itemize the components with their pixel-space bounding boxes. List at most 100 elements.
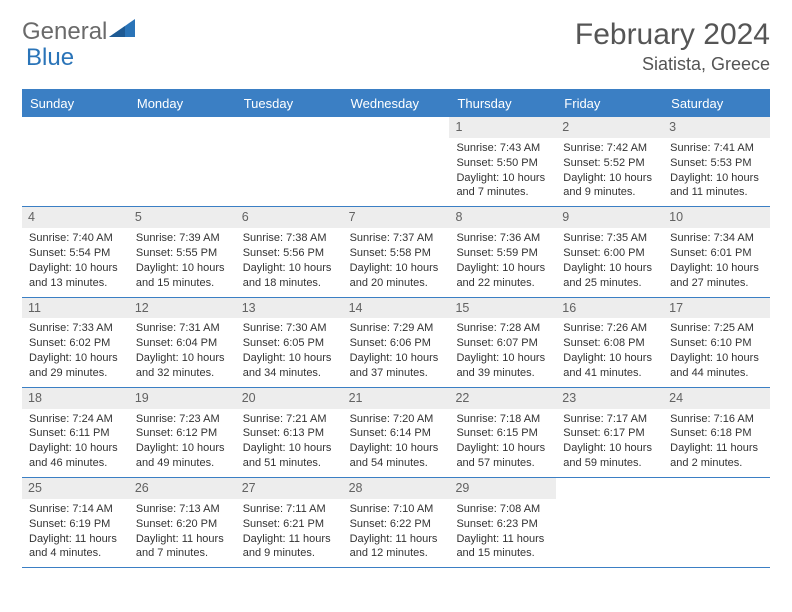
sunrise: Sunrise: 7:21 AM [239,412,340,427]
day-number: 3 [663,117,770,138]
month-title: February 2024 [575,18,770,52]
sunrise: Sunrise: 7:20 AM [346,412,447,427]
day-cell: 23Sunrise: 7:17 AMSunset: 6:17 PMDayligh… [556,388,663,477]
daylight: Daylight: 11 hours and 4 minutes. [25,532,126,562]
day-number: 23 [556,388,663,409]
day-number: 7 [343,207,450,228]
weekday-saturday: Saturday [663,91,770,117]
day-number: 13 [236,298,343,319]
weekday-header: Sunday Monday Tuesday Wednesday Thursday… [22,91,770,117]
sunset: Sunset: 6:08 PM [559,336,660,351]
day-number: 19 [129,388,236,409]
daylight: Daylight: 11 hours and 7 minutes. [132,532,233,562]
day-cell: 1Sunrise: 7:43 AMSunset: 5:50 PMDaylight… [449,117,556,206]
day-cell: 29Sunrise: 7:08 AMSunset: 6:23 PMDayligh… [449,478,556,567]
day-cell: 20Sunrise: 7:21 AMSunset: 6:13 PMDayligh… [236,388,343,477]
daylight: Daylight: 10 hours and 20 minutes. [346,261,447,291]
day-cell: 5Sunrise: 7:39 AMSunset: 5:55 PMDaylight… [129,207,236,296]
daylight: Daylight: 10 hours and 13 minutes. [25,261,126,291]
sunrise: Sunrise: 7:16 AM [666,412,767,427]
day-cell: 25Sunrise: 7:14 AMSunset: 6:19 PMDayligh… [22,478,129,567]
sunrise: Sunrise: 7:35 AM [559,231,660,246]
sunset: Sunset: 6:01 PM [666,246,767,261]
sunset: Sunset: 5:56 PM [239,246,340,261]
day-cell: 16Sunrise: 7:26 AMSunset: 6:08 PMDayligh… [556,298,663,387]
calendar: Sunday Monday Tuesday Wednesday Thursday… [22,89,770,568]
brand-triangle-icon [109,16,135,44]
sunrise: Sunrise: 7:42 AM [559,141,660,156]
daylight: Daylight: 10 hours and 49 minutes. [132,441,233,471]
day-number: 21 [343,388,450,409]
sunset: Sunset: 6:20 PM [132,517,233,532]
sunrise: Sunrise: 7:10 AM [346,502,447,517]
sunset: Sunset: 5:54 PM [25,246,126,261]
sunrise: Sunrise: 7:08 AM [452,502,553,517]
day-cell: 15Sunrise: 7:28 AMSunset: 6:07 PMDayligh… [449,298,556,387]
sunset: Sunset: 6:00 PM [559,246,660,261]
daylight: Daylight: 11 hours and 15 minutes. [452,532,553,562]
sunset: Sunset: 6:14 PM [346,426,447,441]
sunset: Sunset: 5:59 PM [452,246,553,261]
sunrise: Sunrise: 7:28 AM [452,321,553,336]
daylight: Daylight: 10 hours and 41 minutes. [559,351,660,381]
day-cell: . [22,117,129,206]
day-number: 24 [663,388,770,409]
day-number: 8 [449,207,556,228]
day-number: 5 [129,207,236,228]
day-number: 4 [22,207,129,228]
sunset: Sunset: 5:52 PM [559,156,660,171]
day-number: 11 [22,298,129,319]
weekday-tuesday: Tuesday [236,91,343,117]
sunset: Sunset: 6:19 PM [25,517,126,532]
day-number: 9 [556,207,663,228]
sunrise: Sunrise: 7:18 AM [452,412,553,427]
weekday-wednesday: Wednesday [343,91,450,117]
daylight: Daylight: 10 hours and 51 minutes. [239,441,340,471]
week-row: 25Sunrise: 7:14 AMSunset: 6:19 PMDayligh… [22,478,770,568]
sunset: Sunset: 5:55 PM [132,246,233,261]
day-cell: 8Sunrise: 7:36 AMSunset: 5:59 PMDaylight… [449,207,556,296]
day-number: 10 [663,207,770,228]
daylight: Daylight: 10 hours and 18 minutes. [239,261,340,291]
day-cell: 26Sunrise: 7:13 AMSunset: 6:20 PMDayligh… [129,478,236,567]
sunset: Sunset: 6:10 PM [666,336,767,351]
day-number: 17 [663,298,770,319]
sunset: Sunset: 6:05 PM [239,336,340,351]
day-cell: 17Sunrise: 7:25 AMSunset: 6:10 PMDayligh… [663,298,770,387]
sunrise: Sunrise: 7:17 AM [559,412,660,427]
day-number: 28 [343,478,450,499]
daylight: Daylight: 10 hours and 57 minutes. [452,441,553,471]
sunset: Sunset: 6:06 PM [346,336,447,351]
weekday-friday: Friday [556,91,663,117]
daylight: Daylight: 10 hours and 44 minutes. [666,351,767,381]
daylight: Daylight: 10 hours and 46 minutes. [25,441,126,471]
sunset: Sunset: 6:04 PM [132,336,233,351]
daylight: Daylight: 11 hours and 9 minutes. [239,532,340,562]
sunrise: Sunrise: 7:11 AM [239,502,340,517]
sunset: Sunset: 6:15 PM [452,426,553,441]
day-cell: . [663,478,770,567]
day-number: 20 [236,388,343,409]
day-cell: 18Sunrise: 7:24 AMSunset: 6:11 PMDayligh… [22,388,129,477]
sunrise: Sunrise: 7:30 AM [239,321,340,336]
day-cell: 3Sunrise: 7:41 AMSunset: 5:53 PMDaylight… [663,117,770,206]
brand-part2: Blue [26,44,74,72]
day-cell: 14Sunrise: 7:29 AMSunset: 6:06 PMDayligh… [343,298,450,387]
sunset: Sunset: 5:58 PM [346,246,447,261]
day-number: 15 [449,298,556,319]
weekday-thursday: Thursday [449,91,556,117]
sunset: Sunset: 6:22 PM [346,517,447,532]
weeks-container: ....1Sunrise: 7:43 AMSunset: 5:50 PMDayl… [22,117,770,568]
daylight: Daylight: 11 hours and 2 minutes. [666,441,767,471]
day-cell: 7 Sunrise: 7:37 AMSunset: 5:58 PMDaylight… [343,207,450,296]
day-number: 29 [449,478,556,499]
sunrise: Sunrise: 7:37 AM [346,231,447,246]
day-cell: 2Sunrise: 7:42 AMSunset: 5:52 PMDaylight… [556,117,663,206]
day-number: 22 [449,388,556,409]
sunrise: Sunrise: 7:41 AM [666,141,767,156]
day-cell: 28Sunrise: 7:10 AMSunset: 6:22 PMDayligh… [343,478,450,567]
brand-part1: General [22,18,107,46]
daylight: Daylight: 10 hours and 25 minutes. [559,261,660,291]
sunset: Sunset: 6:07 PM [452,336,553,351]
day-number: 2 [556,117,663,138]
